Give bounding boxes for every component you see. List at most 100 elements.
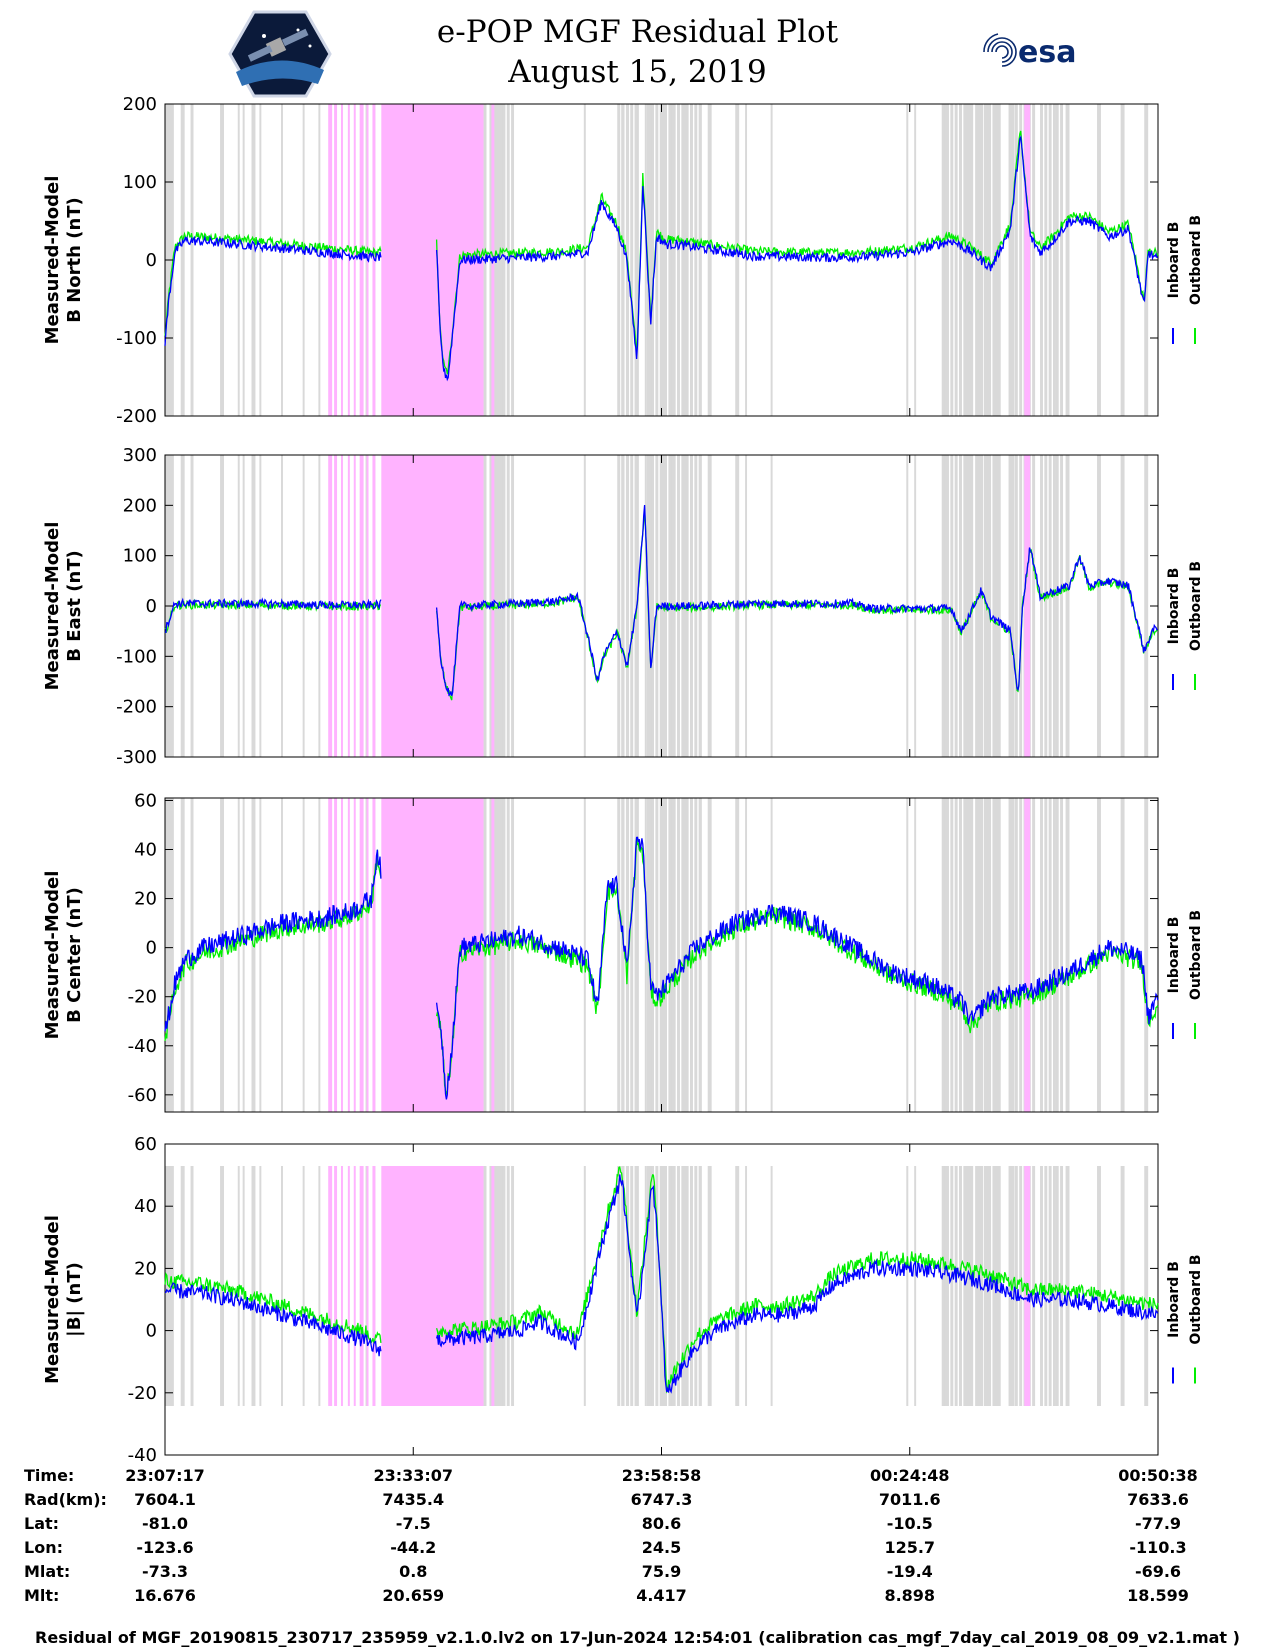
gray-shade-stripe [950, 104, 954, 416]
gray-shade-stripe [625, 455, 629, 757]
info-cell: 7435.4 [382, 1490, 445, 1509]
gray-shade-bar [1120, 455, 1125, 757]
gray-shade-stripe [954, 1166, 958, 1406]
pink-shade-bar [491, 798, 495, 1112]
gray-shade-bar [1065, 104, 1070, 416]
gray-shade-bar [281, 1166, 283, 1406]
esa-logo: esa [983, 33, 1076, 70]
gray-shade-stripe [1052, 1166, 1056, 1406]
gray-shade-bar [1144, 798, 1149, 1112]
info-cell: -73.3 [141, 1562, 189, 1581]
info-cell: 00:24:48 [869, 1466, 950, 1485]
gray-shade-bar [670, 798, 675, 1112]
gray-shade-band [1040, 455, 1056, 757]
pink-shade-bar [359, 1166, 364, 1406]
gray-shade-stripe [1014, 455, 1018, 757]
gray-shade-bar [644, 104, 647, 416]
gray-shade-bar [906, 1166, 909, 1406]
gray-shade-bar [1144, 104, 1149, 416]
gray-shade-stripe [664, 798, 668, 1112]
info-cell: 23:58:58 [621, 1466, 702, 1485]
gray-shade-stripe [1040, 798, 1043, 1112]
gray-shade-stripe [694, 104, 698, 416]
inboard-series-line [164, 836, 1159, 1100]
pink-shade-bar [381, 1166, 484, 1406]
chart-panel-3: 60 40 20 0 -20 -40 -60 Measured-ModelB Center (… [42, 790, 1204, 1113]
gray-shade-band [489, 1166, 515, 1406]
y-axis-label: Measured-ModelB Center (nT) [42, 871, 85, 1040]
gray-shade-stripe [685, 798, 689, 1112]
legend-label-outboard: Outboard B [1188, 1254, 1204, 1344]
legend-label-inboard: Inboard B [1166, 1261, 1182, 1338]
pink-shade-bar [353, 1166, 356, 1406]
gray-shade-bar [251, 455, 256, 757]
gray-shade-stripe [677, 798, 680, 1112]
inboard-series-line [164, 504, 1158, 697]
gray-shade-stripe [963, 798, 967, 1112]
y-tick-label: 40 [134, 840, 157, 861]
info-cell: 75.9 [641, 1562, 682, 1581]
y-tick-label: 60 [134, 790, 157, 811]
y-tick-label: 40 [134, 1196, 157, 1217]
gray-shade-bar [483, 1166, 487, 1406]
gray-shade-band [617, 1166, 638, 1406]
y-tick-label: 200 [123, 94, 157, 115]
gray-shade-stripe [1019, 104, 1023, 416]
info-cell: 125.7 [884, 1538, 936, 1557]
info-cell: 20.659 [382, 1586, 445, 1605]
gray-shade-stripe [946, 1166, 949, 1406]
gray-shade-stripe [651, 1166, 655, 1406]
y-tick-label: -100 [116, 646, 157, 667]
pink-shade-bar [347, 798, 350, 1112]
gray-shade-stripe [698, 1166, 702, 1406]
y-tick-label: 300 [123, 445, 157, 466]
info-row-label: Mlt: [24, 1586, 60, 1605]
gray-shade-stripe [690, 1166, 693, 1406]
gray-shade-stripe [959, 104, 962, 416]
chart-panel-4: 60 40 20 0 -20 -40 Measured-Model|B| (nT) Inboa… [42, 1134, 1204, 1466]
gray-shade-stripe [617, 1166, 621, 1406]
gray-shade-bar [735, 1166, 740, 1406]
gray-shade-bar [251, 798, 256, 1112]
gray-shade-bar [914, 455, 917, 757]
y-tick-label: 20 [134, 889, 157, 910]
gray-shade-stripe [1048, 455, 1052, 757]
gray-shade-bar [770, 1166, 773, 1406]
pink-shade-bar [340, 1166, 343, 1406]
y-tick-label: 0 [146, 1321, 157, 1342]
gray-shade-stripe [634, 455, 638, 757]
legend-label-inboard: Inboard B [1166, 917, 1182, 994]
gray-shade-stripe [992, 455, 996, 757]
gray-shade-bar [648, 1166, 653, 1406]
gray-shade-stripe [959, 798, 962, 1112]
y-tick-label: 0 [146, 596, 157, 617]
gray-shade-bar [190, 104, 194, 416]
gray-shade-stripe [668, 798, 672, 1112]
gray-shade-bar [707, 798, 712, 1112]
info-cell: 23:07:17 [125, 1466, 205, 1485]
info-cell: -110.3 [1129, 1538, 1187, 1557]
gray-shade-stripe [681, 798, 685, 1112]
gray-shade-bar [984, 798, 991, 1112]
gray-shade-bar [1097, 455, 1101, 757]
info-row-label: Lon: [24, 1538, 63, 1557]
info-cell: 80.6 [641, 1514, 682, 1533]
gray-shade-stripe [941, 1166, 945, 1406]
inboard-series-line [164, 135, 1158, 382]
gray-shade-bar [242, 798, 245, 1112]
gray-shade-stripe [992, 1166, 996, 1406]
gray-shade-stripe [1010, 798, 1014, 1112]
legend-label-outboard: Outboard B [1188, 910, 1204, 1000]
legend: Inboard B Outboard B [1166, 1254, 1204, 1384]
gray-shade-bar [906, 104, 909, 416]
pink-shade-bar [1024, 104, 1031, 416]
info-row: Mlt: 16.676 20.659 4.417 8.898 18.599 [0, 1586, 1275, 1610]
gray-shade-stripe [992, 798, 996, 1112]
gray-shade-stripe [979, 798, 983, 1112]
info-cell: -81.0 [141, 1514, 189, 1533]
info-cell: 18.599 [1127, 1586, 1189, 1605]
gray-shade-bar [302, 1166, 305, 1406]
gray-shade-band [941, 104, 967, 416]
pink-shade-bar [334, 1166, 338, 1406]
gray-shade-stripe [511, 1166, 515, 1406]
